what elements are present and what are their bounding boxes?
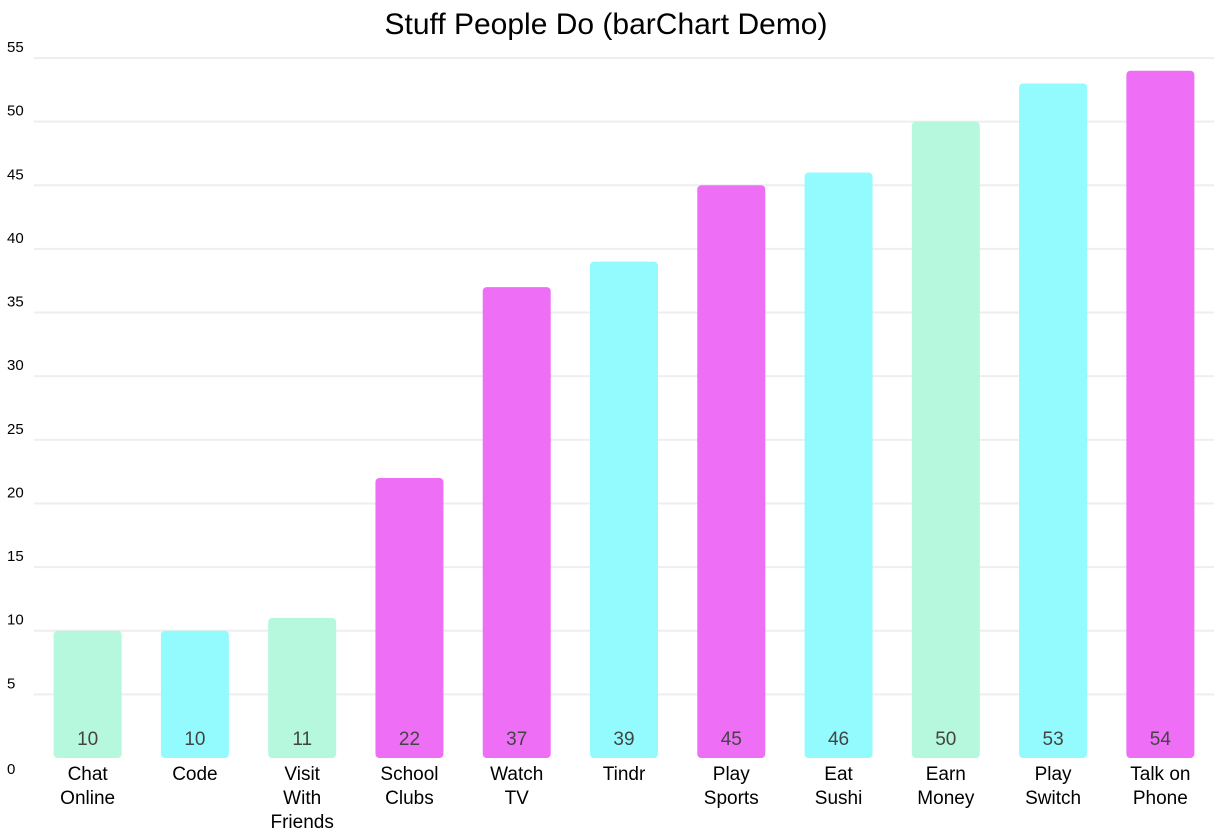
bar (804, 172, 873, 758)
x-tick-label-line: Money (917, 788, 975, 809)
bar (1126, 70, 1195, 758)
x-tick-label-line: Phone (1133, 788, 1188, 809)
x-tick-label: Watch TV (490, 764, 543, 809)
y-tick-label: 20 (7, 484, 24, 501)
bar-value-label: 53 (1043, 729, 1064, 750)
y-axis: 0 5 10 15 20 25 30 35 40 45 50 55 (7, 39, 24, 778)
x-tick-label: Chat Online (60, 764, 115, 809)
x-tick-label: Tindr (603, 764, 646, 785)
bar (268, 618, 337, 758)
bars: 10 10 11 22 37 39 45 46 50 53 54 (53, 70, 1195, 759)
x-tick-label: School Clubs (380, 764, 438, 809)
x-tick-label: Visit With Friends (271, 764, 334, 833)
bar-value-label: 10 (184, 729, 205, 750)
y-tick-label: 5 (7, 675, 15, 692)
bar-value-label: 37 (506, 729, 527, 750)
x-tick-label-line: With (283, 788, 321, 809)
x-tick-label-line: Play (713, 764, 750, 785)
bar (53, 630, 122, 758)
x-tick-label-line: Watch (490, 764, 543, 785)
x-tick-label-line: Friends (271, 812, 334, 833)
x-tick-label-line: Earn (926, 764, 966, 785)
bar (697, 185, 766, 759)
y-tick-label: 10 (7, 612, 24, 629)
x-tick-label: Play Switch (1025, 764, 1081, 809)
bar (590, 261, 658, 758)
bar-value-label: 45 (721, 729, 742, 750)
x-tick-label-line: Talk on (1130, 764, 1190, 785)
x-tick-label-line: Sushi (815, 788, 863, 809)
y-tick-label: 55 (7, 39, 24, 56)
x-tick-label: Play Sports (704, 764, 759, 809)
bar-value-label: 50 (935, 729, 956, 750)
x-axis: Chat Online Code Visit With Friends School Club… (60, 764, 1190, 833)
chart-title: Stuff People Do (barChart Demo) (385, 8, 828, 41)
bar-value-label: 54 (1150, 729, 1172, 750)
bar (160, 630, 229, 758)
x-tick-label-line: Eat (824, 764, 853, 785)
y-tick-label: 0 (7, 761, 15, 778)
x-tick-label-line: Switch (1025, 788, 1081, 809)
x-tick-label-line: School (380, 764, 438, 785)
bar (1019, 83, 1088, 759)
x-tick-label: Eat Sushi (815, 764, 863, 809)
x-tick-label-line: Tindr (603, 764, 646, 785)
y-tick-label: 25 (7, 421, 24, 438)
x-tick-label: Earn Money (917, 764, 975, 809)
x-tick-label-line: Chat (68, 764, 109, 785)
x-tick-label-line: Code (172, 764, 217, 785)
y-tick-label: 45 (7, 166, 24, 183)
bar-value-label: 39 (613, 729, 634, 750)
bar-value-label: 10 (77, 729, 98, 750)
bar-value-label: 46 (828, 729, 849, 750)
x-tick-label: Talk on Phone (1130, 764, 1190, 809)
y-tick-label: 15 (7, 548, 24, 565)
x-tick-label-line: Visit (284, 764, 320, 785)
bar (375, 478, 444, 758)
x-tick-label-line: TV (505, 788, 530, 809)
bar (911, 121, 980, 759)
bar-value-label: 22 (399, 729, 420, 750)
x-tick-label-line: Play (1035, 764, 1072, 785)
y-tick-label: 30 (7, 357, 24, 374)
bar-value-label: 11 (292, 729, 312, 750)
y-tick-label: 40 (7, 230, 24, 247)
y-tick-label: 50 (7, 103, 24, 120)
y-tick-label: 35 (7, 294, 24, 311)
x-tick-label: Code (172, 764, 217, 785)
x-tick-label-line: Clubs (385, 788, 434, 809)
x-tick-label-line: Sports (704, 788, 759, 809)
bar (482, 287, 551, 758)
x-tick-label-line: Online (60, 788, 115, 809)
